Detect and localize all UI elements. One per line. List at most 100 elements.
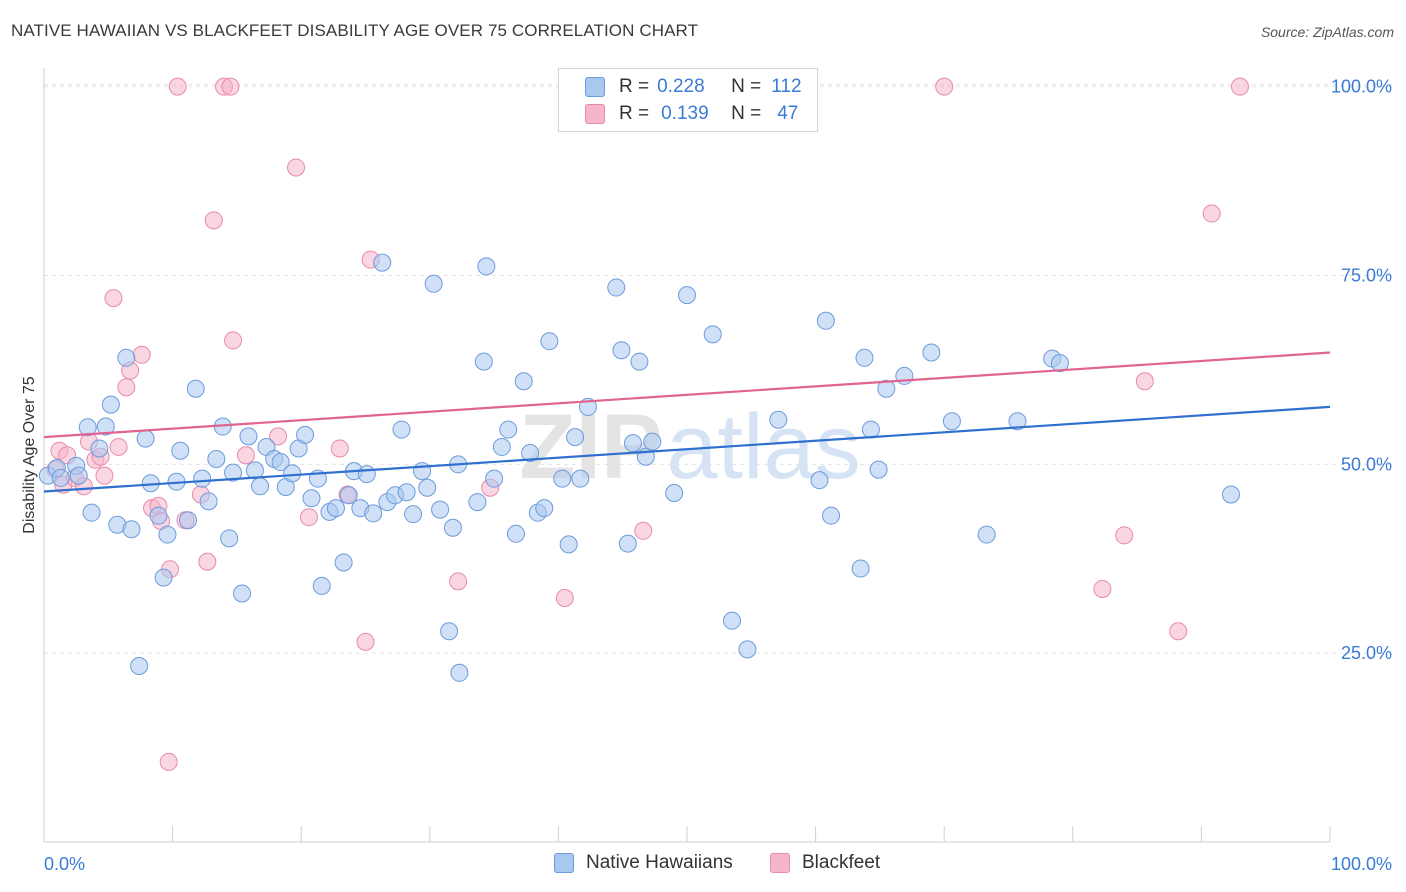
point-native-hawaiians	[1221, 485, 1240, 504]
point-blackfeet	[221, 77, 240, 96]
point-blackfeet	[356, 632, 375, 651]
y-tick-label: 50.0%	[1341, 454, 1392, 474]
y-tick-labels: 25.0% 50.0% 75.0% 100.0%	[1331, 77, 1392, 664]
legend-n-label: N =	[731, 103, 762, 124]
point-native-hawaiians	[251, 477, 270, 496]
point-blackfeet	[1135, 372, 1154, 391]
point-native-hawaiians	[623, 434, 642, 453]
point-blackfeet	[555, 589, 574, 608]
point-blackfeet	[204, 211, 223, 230]
point-native-hawaiians	[506, 524, 525, 543]
point-native-hawaiians	[769, 410, 788, 429]
point-native-hawaiians	[334, 553, 353, 572]
point-native-hawaiians	[404, 505, 423, 524]
point-native-hawaiians	[424, 274, 443, 293]
point-native-hawaiians	[571, 469, 590, 488]
point-native-hawaiians	[154, 568, 173, 587]
point-native-hawaiians	[149, 506, 168, 525]
point-native-hawaiians	[51, 468, 70, 487]
point-native-hawaiians	[723, 611, 742, 630]
point-native-hawaiians	[82, 503, 101, 522]
point-blackfeet	[168, 77, 187, 96]
point-native-hawaiians	[158, 525, 177, 544]
legend-swatch-pink	[585, 104, 605, 124]
point-blackfeet	[198, 552, 217, 571]
legend-r-label: R =	[619, 76, 650, 97]
point-native-hawaiians	[477, 257, 496, 276]
series-legend: Native Hawaiians Blackfeet	[0, 852, 1406, 876]
point-native-hawaiians	[239, 427, 258, 446]
point-native-hawaiians	[171, 441, 190, 460]
point-native-hawaiians	[357, 465, 376, 484]
point-native-hawaiians	[122, 520, 141, 539]
point-blackfeet	[1169, 622, 1188, 641]
point-native-hawaiians	[397, 483, 416, 502]
point-blackfeet	[95, 466, 114, 485]
point-native-hawaiians	[559, 535, 578, 554]
x-tick-labels: 0.0% 100.0%	[44, 854, 1392, 874]
point-native-hawaiians	[1050, 354, 1069, 373]
legend-r-value: 0.139	[661, 103, 709, 124]
point-native-hawaiians	[977, 525, 996, 544]
trend-line-native-hawaiians	[43, 405, 1331, 493]
point-native-hawaiians	[822, 506, 841, 525]
legend-item-native-hawaiians: Native Hawaiians	[554, 852, 733, 874]
axes	[43, 68, 1331, 843]
point-blackfeet	[117, 378, 136, 397]
point-native-hawaiians	[179, 511, 198, 530]
legend-n-value: 47	[777, 103, 799, 124]
point-blackfeet	[1230, 77, 1249, 96]
legend-series-name: Blackfeet	[802, 852, 881, 873]
point-native-hawaiians	[942, 412, 961, 431]
point-blackfeet	[104, 289, 123, 308]
point-native-hawaiians	[855, 348, 874, 367]
x-tick-label-min: 0.0%	[44, 854, 85, 874]
point-blackfeet	[269, 427, 288, 446]
point-native-hawaiians	[877, 379, 896, 398]
point-native-hawaiians	[643, 432, 662, 451]
point-native-hawaiians	[220, 529, 239, 548]
series-native-hawaiians-points	[38, 253, 1240, 682]
point-blackfeet	[132, 345, 151, 364]
legend-swatch-pink	[770, 853, 790, 873]
point-native-hawaiians	[130, 656, 149, 675]
legend-swatch-blue	[585, 77, 605, 97]
legend-row-blackfeet: R = 0.139 N = 47	[585, 102, 798, 126]
point-native-hawaiians	[90, 439, 109, 458]
y-axis-label: Disability Age Over 75	[21, 376, 38, 534]
point-native-hawaiians	[703, 325, 722, 344]
watermark-atlas: atlas	[666, 396, 860, 498]
point-native-hawaiians	[136, 429, 155, 448]
point-native-hawaiians	[96, 417, 115, 436]
point-native-hawaiians	[418, 478, 437, 497]
point-native-hawaiians	[1008, 412, 1027, 431]
point-native-hawaiians	[678, 286, 696, 305]
legend-n-value: 112	[771, 76, 802, 97]
point-native-hawaiians	[612, 341, 631, 360]
point-native-hawaiians	[339, 486, 358, 505]
point-blackfeet	[287, 158, 306, 177]
gridlines	[44, 84, 1392, 654]
point-blackfeet	[935, 77, 954, 96]
point-native-hawaiians	[521, 443, 540, 462]
point-native-hawaiians	[922, 343, 941, 362]
point-blackfeet	[236, 446, 255, 465]
point-blackfeet	[159, 752, 178, 771]
point-native-hawaiians	[302, 489, 321, 508]
point-native-hawaiians	[492, 437, 511, 456]
point-native-hawaiians	[78, 418, 97, 437]
point-blackfeet	[449, 572, 468, 591]
point-blackfeet	[330, 439, 349, 458]
legend-row-native-hawaiians: R = 0.228 N = 112	[585, 75, 802, 99]
point-native-hawaiians	[665, 484, 684, 503]
point-blackfeet	[299, 508, 318, 527]
legend-r-value: 0.228	[657, 76, 705, 97]
legend-series-name: Native Hawaiians	[586, 852, 733, 873]
point-native-hawaiians	[271, 453, 290, 472]
point-native-hawaiians	[553, 469, 572, 488]
point-native-hawaiians	[431, 500, 450, 519]
point-native-hawaiians	[392, 420, 411, 439]
point-native-hawaiians	[738, 640, 757, 659]
chart-title: NATIVE HAWAIIAN VS BLACKFEET DISABILITY …	[11, 21, 699, 40]
